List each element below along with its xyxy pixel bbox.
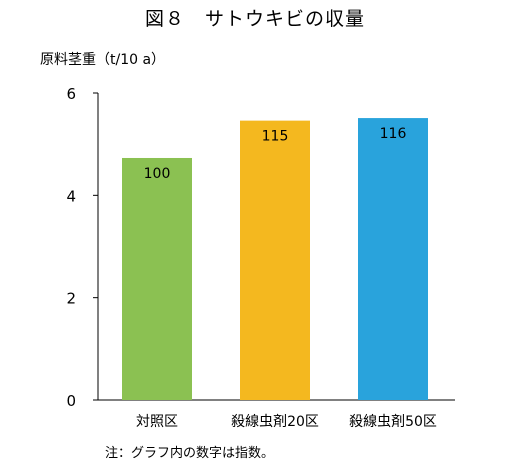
x-tick-label: 殺線虫剤50区 (349, 414, 437, 430)
y-tick-label: 0 (66, 392, 76, 410)
y-axis-label: 原料茎重（t/10 a） (40, 52, 166, 68)
bar (240, 120, 310, 400)
bar (122, 157, 192, 400)
y-tick-label: 2 (66, 290, 76, 308)
x-tick-label: 殺線虫剤20区 (231, 414, 319, 430)
y-tick-label: 4 (66, 187, 76, 205)
bar (358, 118, 428, 401)
y-tick-label: 6 (66, 85, 76, 103)
chart-note: 注：グラフ内の数字は指数。 (105, 446, 275, 461)
chart-title: 図８ サトウキビの収量 (144, 8, 365, 30)
bar-data-label: 116 (380, 126, 407, 142)
bar-chart: 0 2 4 6 100 対照区 115 殺線虫剤20区 116 殺線虫剤50区 (66, 85, 455, 430)
bar-data-label: 100 (144, 166, 171, 182)
bar-data-label: 115 (262, 129, 289, 145)
x-tick-label: 対照区 (136, 414, 178, 430)
